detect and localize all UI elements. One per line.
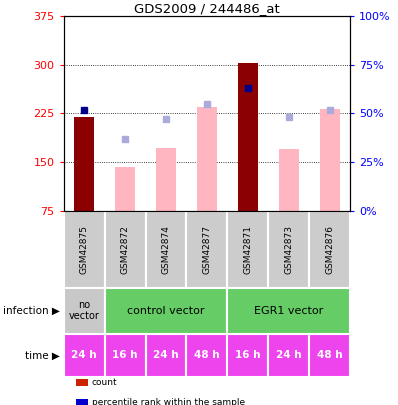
Bar xyxy=(105,211,146,288)
Bar xyxy=(227,211,268,288)
Bar xyxy=(320,109,340,211)
Text: GSM42875: GSM42875 xyxy=(80,225,89,273)
Bar xyxy=(156,148,176,211)
Bar xyxy=(64,211,105,288)
Bar xyxy=(146,211,187,288)
Bar xyxy=(279,149,299,211)
Bar xyxy=(64,288,105,334)
Text: 48 h: 48 h xyxy=(317,350,343,360)
Text: time ▶: time ▶ xyxy=(25,350,60,360)
Text: GSM42876: GSM42876 xyxy=(325,225,334,273)
Title: GDS2009 / 244486_at: GDS2009 / 244486_at xyxy=(134,2,280,15)
Bar xyxy=(146,334,187,377)
Bar xyxy=(197,107,217,211)
Bar xyxy=(309,334,350,377)
Text: percentile rank within the sample: percentile rank within the sample xyxy=(92,398,245,405)
Text: 24 h: 24 h xyxy=(153,350,179,360)
Text: GSM42874: GSM42874 xyxy=(162,225,170,273)
Text: 16 h: 16 h xyxy=(235,350,261,360)
Text: GSM42871: GSM42871 xyxy=(244,225,252,273)
Bar xyxy=(268,334,309,377)
Bar xyxy=(309,211,350,288)
Bar xyxy=(115,166,135,211)
Bar xyxy=(268,211,309,288)
Text: GSM42872: GSM42872 xyxy=(121,225,130,273)
Text: infection ▶: infection ▶ xyxy=(3,306,60,316)
Bar xyxy=(227,288,350,334)
Text: 24 h: 24 h xyxy=(71,350,97,360)
Text: count: count xyxy=(92,378,117,387)
Bar xyxy=(105,288,227,334)
Bar xyxy=(74,117,94,211)
Bar xyxy=(238,63,258,211)
Bar xyxy=(187,334,227,377)
Text: GSM42873: GSM42873 xyxy=(284,225,293,273)
Text: control vector: control vector xyxy=(127,306,205,316)
Text: EGR1 vector: EGR1 vector xyxy=(254,306,324,316)
Text: GSM42877: GSM42877 xyxy=(203,225,211,273)
Bar xyxy=(187,211,227,288)
Bar xyxy=(105,334,146,377)
Text: no
vector: no vector xyxy=(69,301,100,321)
Text: 24 h: 24 h xyxy=(276,350,302,360)
Bar xyxy=(227,334,268,377)
Text: 48 h: 48 h xyxy=(194,350,220,360)
Text: 16 h: 16 h xyxy=(112,350,138,360)
Bar xyxy=(64,334,105,377)
